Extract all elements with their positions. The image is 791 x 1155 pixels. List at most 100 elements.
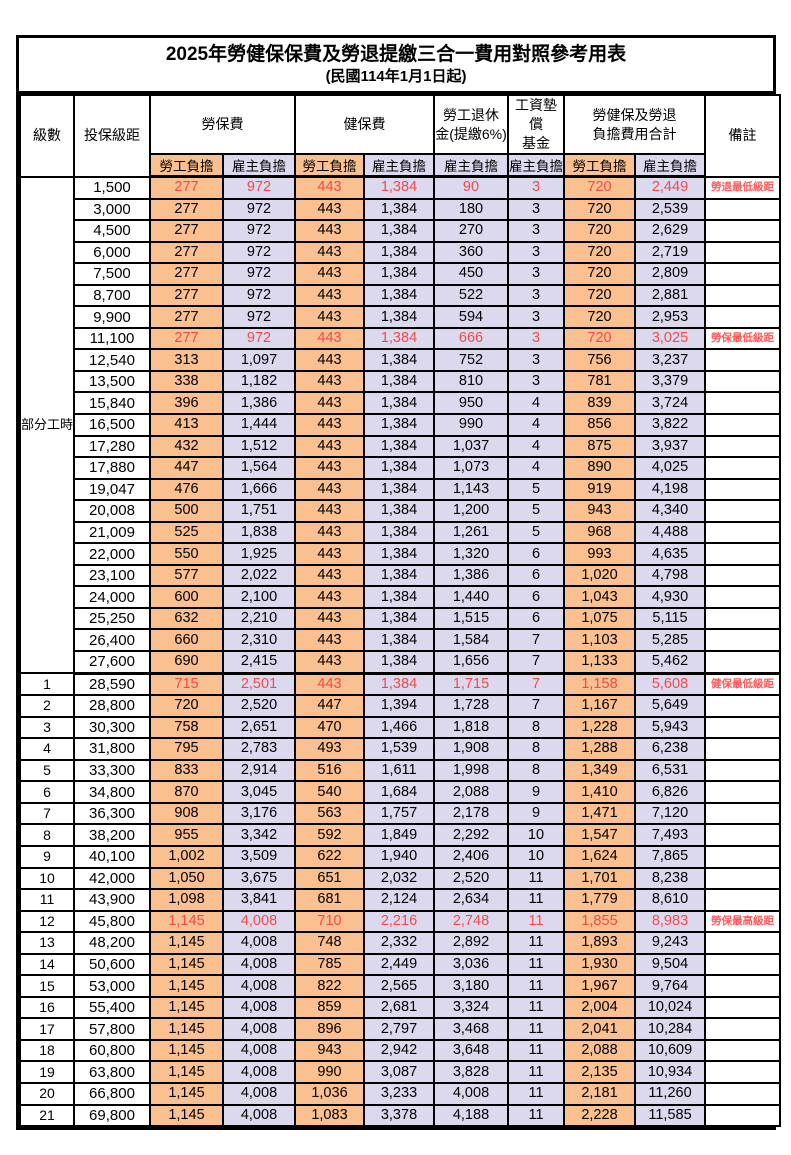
cell-level: 10 (19, 866, 75, 891)
cell-total_er: 2,809 (634, 262, 706, 286)
cell-note (704, 520, 781, 545)
header-total-employer: 雇主負擔 (634, 153, 706, 178)
cell-health_er: 2,681 (363, 995, 435, 1020)
cell-health_emp: 622 (294, 844, 365, 869)
table-row: 18 60,800 1,145 4,008 943 2,942 3,648 11 2,088 10… (19, 1038, 781, 1063)
table-row: 24,000 600 2,100 443 1,384 1,440 6 1,043 4,930 (20, 585, 781, 609)
cell-labor_emp: 908 (149, 801, 224, 826)
cell-labor_er: 4,008 (222, 931, 296, 955)
table-row: 部分工時 1,500 277 972 443 1,384 90 3 720 2,449 勞退最低級距 (19, 175, 781, 675)
cell-total_er: 10,609 (634, 1038, 706, 1063)
cell-health_emp: 563 (294, 801, 365, 826)
cell-total_emp: 1,547 (563, 823, 636, 847)
cell-wage_fund: 3 (507, 219, 565, 243)
cell-health_er: 1,384 (363, 563, 435, 588)
cell-bracket: 43,900 (73, 888, 151, 912)
cell-total_emp: 1,167 (563, 694, 636, 718)
cell-total_er: 11,585 (634, 1103, 706, 1128)
page-subtitle: (民國114年1月1日起) (325, 68, 467, 85)
cell-labor_er: 3,045 (222, 780, 296, 804)
cell-pension: 2,088 (433, 780, 509, 804)
cell-health_er: 1,384 (363, 434, 435, 459)
cell-health_er: 1,384 (363, 628, 435, 653)
table-row: 21 69,800 1,145 4,008 1,083 3,378 4,188 11 2,228… (19, 1103, 781, 1128)
cell-pension: 1,073 (433, 456, 509, 480)
cell-labor_emp: 277 (149, 326, 224, 351)
cell-wage_fund: 3 (507, 175, 565, 200)
cell-total_emp: 1,043 (563, 585, 636, 609)
cell-labor_emp: 277 (149, 197, 224, 222)
cell-note (704, 305, 781, 329)
cell-wage_fund: 3 (507, 283, 565, 308)
cell-wage_fund: 3 (507, 240, 565, 265)
table-row: 17 57,800 1,145 4,008 896 2,797 3,468 11 2,041 10… (19, 1017, 781, 1041)
cell-labor_er: 972 (222, 283, 296, 308)
cell-health_emp: 785 (294, 952, 365, 977)
cell-total_er: 2,719 (634, 240, 706, 265)
cell-bracket: 25,250 (73, 606, 151, 631)
cell-level: 12 (19, 909, 75, 934)
cell-level: 2 (19, 694, 75, 718)
cell-health_er: 1,384 (363, 283, 435, 308)
cell-note (704, 737, 781, 761)
cell-wage_fund: 6 (507, 585, 565, 609)
cell-labor_emp: 432 (149, 434, 224, 459)
cell-bracket: 28,590 (73, 672, 151, 697)
cell-health_emp: 592 (294, 823, 365, 847)
cell-health_emp: 710 (294, 909, 365, 934)
cell-labor_emp: 1,145 (149, 995, 224, 1020)
cell-wage_fund: 9 (507, 801, 565, 826)
cell-wage_fund: 11 (507, 952, 565, 977)
table-row: 12,540 313 1,097 443 1,384 752 3 756 3,237 (20, 348, 781, 372)
cell-note (704, 1103, 781, 1128)
cell-health_er: 3,233 (363, 1081, 435, 1106)
cell-total_emp: 1,158 (563, 672, 636, 697)
cell-health_er: 1,384 (363, 499, 435, 523)
cell-pension: 2,748 (433, 909, 509, 934)
cell-bracket: 42,000 (73, 866, 151, 891)
cell-pension: 810 (433, 369, 509, 394)
cell-labor_er: 4,008 (222, 1038, 296, 1063)
cell-wage_fund: 7 (507, 694, 565, 718)
cell-labor_emp: 795 (149, 737, 224, 761)
cell-level: 1 (19, 672, 75, 697)
cell-pension: 2,178 (433, 801, 509, 826)
cell-labor_emp: 1,145 (149, 1017, 224, 1041)
cell-labor_er: 4,008 (222, 952, 296, 977)
cell-pension: 1,320 (433, 542, 509, 566)
cell-bracket: 60,800 (73, 1038, 151, 1063)
cell-note (704, 413, 781, 437)
table-row: 7 36,300 908 3,176 563 1,757 2,178 9 1,471 7,120 (19, 801, 781, 826)
cell-health_emp: 1,036 (294, 1081, 365, 1106)
cell-labor_emp: 277 (149, 305, 224, 329)
cell-note (704, 780, 781, 804)
cell-total_er: 5,608 (634, 672, 706, 697)
cell-wage_fund: 7 (507, 650, 565, 675)
cell-note (704, 866, 781, 891)
cell-total_er: 4,025 (634, 456, 706, 480)
cell-labor_er: 1,751 (222, 499, 296, 523)
cell-labor_emp: 1,145 (149, 931, 224, 955)
cell-pension: 1,715 (433, 672, 509, 697)
table-row: 22,000 550 1,925 443 1,384 1,320 6 993 4,635 (20, 542, 781, 566)
cell-labor_emp: 338 (149, 369, 224, 394)
cell-health_emp: 651 (294, 866, 365, 891)
cell-note (704, 606, 781, 631)
cell-labor_er: 3,342 (222, 823, 296, 847)
cell-health_er: 1,384 (363, 240, 435, 265)
cell-wage_fund: 3 (507, 197, 565, 222)
cell-health_emp: 990 (294, 1060, 365, 1084)
table-row: 20 66,800 1,145 4,008 1,036 3,233 4,008 11 2,181… (19, 1081, 781, 1106)
table-row: 15,840 396 1,386 443 1,384 950 4 839 3,724 (20, 391, 781, 415)
cell-pension: 3,828 (433, 1060, 509, 1084)
cell-health_emp: 516 (294, 758, 365, 783)
cell-labor_emp: 476 (149, 477, 224, 502)
cell-total_emp: 1,410 (563, 780, 636, 804)
header-total-group: 勞健保及勞退 負擔費用合計 (563, 94, 706, 155)
table-row: 25,250 632 2,210 443 1,384 1,515 6 1,075 5,115 (20, 606, 781, 631)
cell-bracket: 48,200 (73, 931, 151, 955)
table-row: 11,100 277 972 443 1,384 666 3 720 3,025 勞保最低級距 (20, 326, 781, 351)
cell-pension: 666 (433, 326, 509, 351)
cell-pension: 4,008 (433, 1081, 509, 1106)
cell-pension: 1,515 (433, 606, 509, 631)
